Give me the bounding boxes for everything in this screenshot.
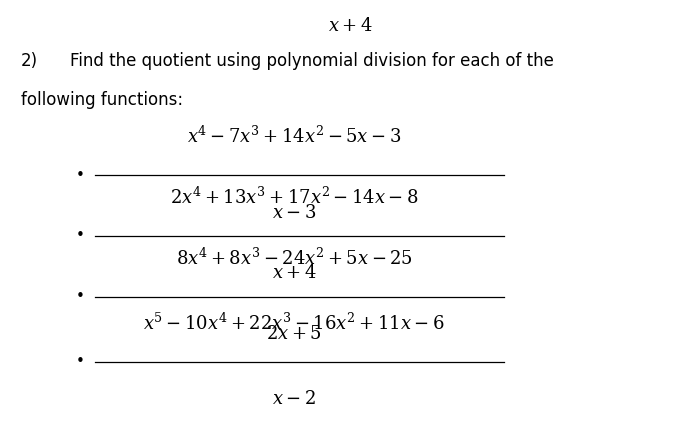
Text: following functions:: following functions: bbox=[21, 91, 183, 109]
Text: $2x^4+13x^3+17x^2-14x-8$: $2x^4+13x^3+17x^2-14x-8$ bbox=[169, 187, 419, 208]
Text: Find the quotient using polynomial division for each of the: Find the quotient using polynomial divis… bbox=[70, 52, 554, 70]
Text: •: • bbox=[76, 229, 85, 243]
Text: $x-2$: $x-2$ bbox=[272, 390, 316, 408]
Text: $x^5-10x^4+22x^3-16x^2+11x-6$: $x^5-10x^4+22x^3-16x^2+11x-6$ bbox=[144, 312, 445, 333]
Text: •: • bbox=[76, 168, 85, 183]
Text: •: • bbox=[76, 289, 85, 304]
Text: $8x^4+8x^3-24x^2+5x-25$: $8x^4+8x^3-24x^2+5x-25$ bbox=[176, 247, 412, 268]
Text: $2x+5$: $2x+5$ bbox=[266, 325, 322, 343]
Text: $x+4$: $x+4$ bbox=[328, 17, 372, 36]
Text: $x^4-7x^3+14x^2-5x-3$: $x^4-7x^3+14x^2-5x-3$ bbox=[187, 126, 401, 147]
Text: $x+4$: $x+4$ bbox=[272, 264, 316, 282]
Text: $x-3$: $x-3$ bbox=[272, 204, 316, 222]
Text: •: • bbox=[76, 354, 85, 369]
Text: 2): 2) bbox=[21, 52, 38, 70]
